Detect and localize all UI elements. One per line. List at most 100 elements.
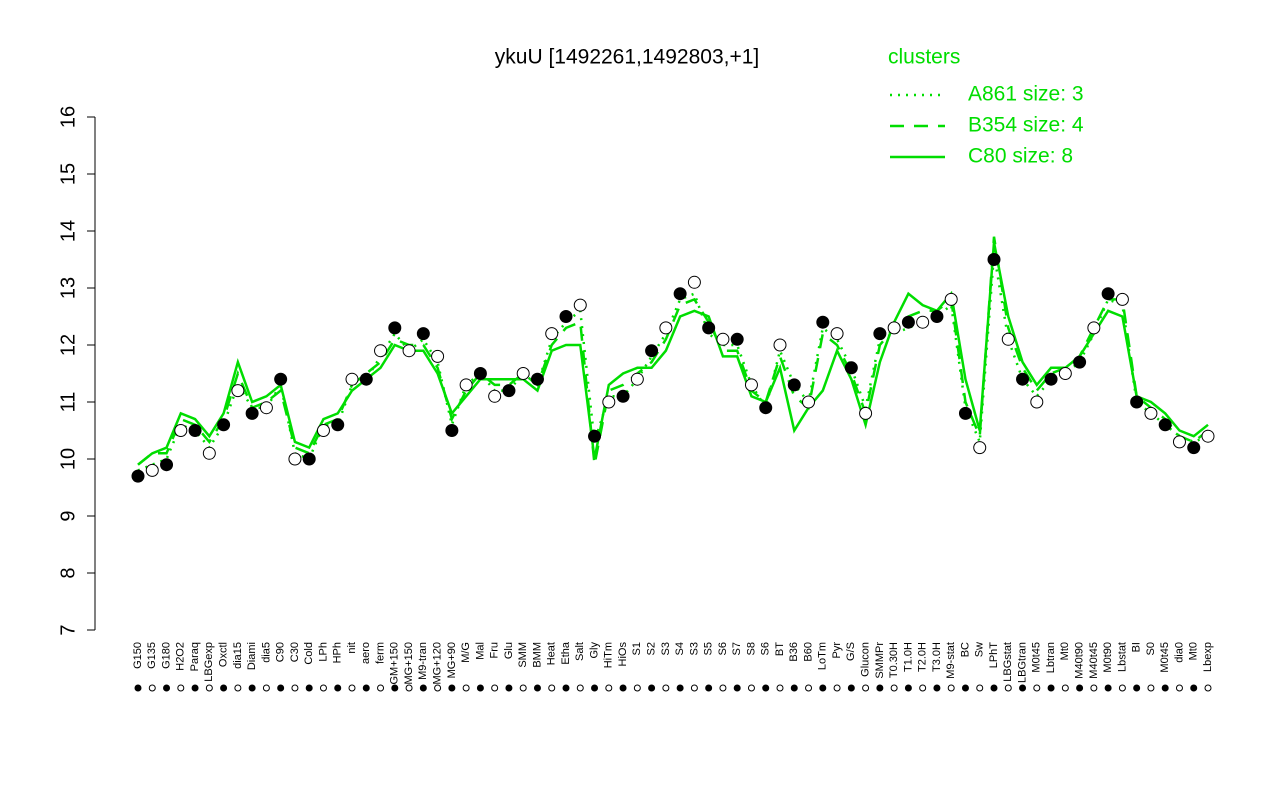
data-point [1016, 372, 1030, 386]
x-tick-label: aero [360, 642, 372, 664]
data-point [1073, 355, 1087, 369]
x-tick-label: dia15 [232, 642, 244, 669]
data-point [288, 452, 302, 466]
x-marker [705, 684, 713, 692]
x-marker [847, 684, 855, 692]
x-marker [1047, 684, 1055, 692]
x-tick-label: M0t45 [1031, 642, 1043, 673]
x-marker [234, 684, 242, 692]
x-marker [633, 684, 641, 692]
x-tick-label: LPhT [988, 642, 1000, 669]
cluster-line [137, 236, 1209, 466]
x-marker [1104, 684, 1112, 692]
data-point [160, 458, 174, 472]
x-marker [220, 684, 228, 692]
data-point [131, 469, 145, 483]
x-tick-label: HPh [332, 642, 344, 663]
x-marker [890, 684, 898, 692]
data-point [1130, 395, 1144, 409]
data-point [1058, 367, 1072, 380]
x-tick-label: LPh [317, 642, 329, 662]
x-tick-label: M0t90 [1102, 642, 1114, 673]
x-marker [733, 684, 741, 692]
data-point [573, 298, 587, 312]
x-tick-label: LBGtran [1016, 642, 1028, 683]
x-tick-label: Lbexp [1202, 642, 1214, 672]
x-marker [1190, 684, 1198, 692]
x-marker [976, 684, 984, 692]
x-tick-label: M40t90 [1074, 642, 1086, 679]
data-point [488, 389, 502, 403]
y-tick-label: 7 [57, 624, 79, 635]
data-point [673, 287, 687, 301]
x-tick-label: Mt0 [1059, 642, 1071, 660]
data-point [802, 395, 816, 409]
x-marker [805, 684, 813, 692]
data-point [217, 418, 231, 432]
x-tick-label: SMMPr [874, 642, 886, 679]
x-marker [334, 684, 342, 692]
x-marker [1004, 684, 1012, 692]
data-point [188, 424, 202, 437]
data-point [873, 327, 887, 341]
data-point [259, 401, 273, 415]
x-tick-label: B60 [802, 642, 814, 662]
data-point [744, 378, 758, 392]
x-marker [134, 684, 142, 692]
x-marker [462, 684, 470, 692]
x-tick-label: S0 [1145, 642, 1157, 655]
x-marker [833, 684, 841, 692]
y-tick-label: 12 [57, 334, 79, 356]
x-tick-label: Fru [489, 642, 501, 659]
x-tick-label: T2.0H [917, 642, 929, 672]
x-tick-label: Cold [303, 642, 315, 665]
x-marker [1033, 684, 1041, 692]
data-point [930, 310, 944, 323]
x-tick-label: H2O2 [175, 642, 187, 671]
x-marker [762, 684, 770, 692]
chart-title: ykuU [1492261,1492803,+1] [495, 46, 759, 69]
data-point [958, 406, 972, 420]
x-marker [576, 684, 584, 692]
x-tick-label: SMM [517, 642, 529, 668]
x-marker [1118, 684, 1126, 692]
y-tick-label: 10 [57, 448, 79, 470]
x-tick-label: M9-stat [945, 642, 957, 679]
data-point [174, 424, 188, 437]
x-tick-label: Heat [546, 642, 558, 665]
x-tick-label: Mt0 [1188, 642, 1200, 660]
x-tick-label: Salt [574, 642, 586, 661]
x-marker [205, 684, 213, 692]
data-point [445, 424, 459, 437]
data-point [1115, 292, 1129, 306]
data-point [459, 378, 473, 392]
x-tick-label: BC [959, 642, 971, 657]
x-marker [862, 684, 870, 692]
x-tick-label: nit [346, 642, 358, 654]
x-marker [305, 684, 313, 692]
x-tick-label: M/G [460, 642, 472, 663]
data-point [787, 378, 801, 392]
data-point [402, 344, 416, 358]
data-point [730, 332, 744, 346]
x-marker [1175, 684, 1183, 692]
x-marker [519, 684, 527, 692]
data-point [830, 327, 844, 341]
y-tick-label: 8 [57, 567, 79, 578]
data-point [602, 395, 616, 409]
data-point [316, 424, 330, 437]
x-marker [1161, 684, 1169, 692]
x-tick-label: dia0 [1173, 642, 1185, 663]
y-tick-label: 11 [57, 392, 79, 413]
legend-label: B354 size: 4 [968, 114, 1084, 137]
x-tick-label: HiTm [603, 642, 615, 668]
x-marker [419, 684, 427, 692]
x-tick-label: G180 [160, 642, 172, 669]
x-marker [676, 684, 684, 692]
y-tick-label: 13 [57, 277, 79, 299]
data-point [545, 327, 559, 341]
data-point [1158, 418, 1172, 432]
x-marker [690, 684, 698, 692]
x-tick-label: B36 [788, 642, 800, 662]
x-marker [148, 684, 156, 692]
